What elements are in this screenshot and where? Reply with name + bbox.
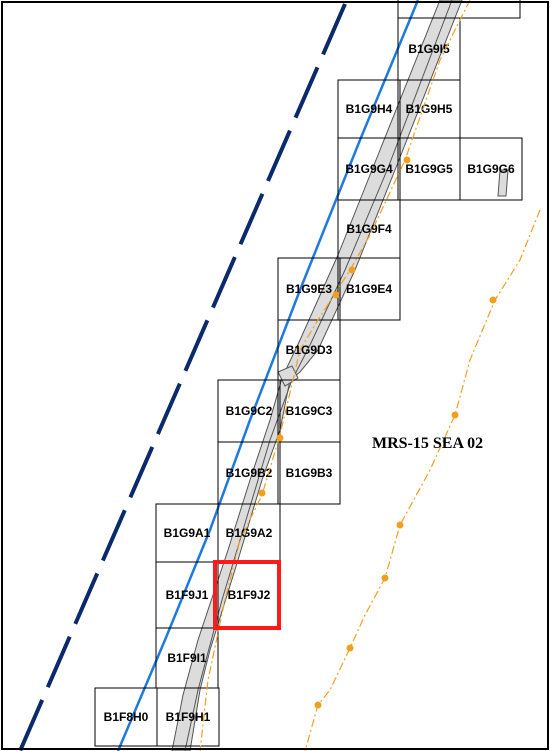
track-point-marker [489,296,497,304]
track-point-marker [314,701,322,709]
grid-cell-label: B1G9A2 [226,526,273,540]
track-point-marker [332,291,340,299]
grid-cell-label: B1G9G5 [405,162,453,176]
grid-cell-box [277,441,341,505]
grid-cell-b1f8h0[interactable]: B1F8H0 [94,687,158,747]
track-point-marker [451,411,459,419]
grid-cell-b1g9b3[interactable]: B1G9B3 [277,441,341,505]
island-shape-2 [497,169,509,197]
grid-cell-box [156,687,220,747]
track-line-1 [199,0,471,751]
river-band-inner [184,0,453,751]
grid-cell-label: B1G9F4 [346,222,392,236]
area-label: MRS-15 SEA 02 [372,435,483,452]
grid-cell-label: B1F9J2 [228,588,271,602]
shoreline-line [116,0,420,751]
grid-cells: B1G9I5 B1G9H4 B1G9H5 B1G9G4 B1G9G5 B1G9G6 B1G9… [94,0,523,747]
grid-cell-label: B1G9B2 [226,466,273,480]
grid-cell-label: B1G9G6 [467,162,515,176]
track-point-marker [403,156,411,164]
grid-cell-label: B1F9H1 [166,710,211,724]
grid-cell-b1f9h1[interactable]: B1F9H1 [156,687,220,747]
grid-cell-box [337,257,401,321]
grid-cell-label: B1G9H4 [346,102,393,116]
track-point-marker [346,644,354,652]
grid-cell-label: B1G9C3 [286,404,333,418]
grid-cell-label: B1F9I1 [167,651,207,665]
track-point-marker [276,434,284,442]
track-point-marker [396,521,404,529]
grid-cell-label: B1G9G4 [345,162,393,176]
grid-cell-label: B1G9A1 [164,526,211,540]
grid-cell-box [459,137,523,201]
grid-cell-label: B1F8H0 [104,710,149,724]
grid-cell-label: B1G9B3 [286,466,333,480]
highlighted-cell-frame [213,560,281,630]
track-point-marker [258,489,266,497]
grid-cell-label: B1G9D3 [286,343,333,357]
track-points [258,156,497,709]
grid-cell-label: B1G9C2 [226,404,273,418]
river-band [171,0,509,751]
track-point-marker [381,574,389,582]
track-point-marker [348,266,356,274]
grid-cell-b1g9g5[interactable]: B1G9G5 [397,137,461,201]
grid-cell-label: B1G9E3 [286,282,332,296]
grid-cell-label: B1G9E4 [346,282,392,296]
grid-cell-label: B1G9I5 [408,42,450,56]
grid-cell-b1g9a1[interactable]: B1G9A1 [155,503,219,563]
grid-cell-b1g9e4[interactable]: B1G9E4 [337,257,401,321]
grid-cell-label: B1G9H5 [406,102,453,116]
grid-cell-b1g9g6[interactable]: B1G9G6 [459,137,523,201]
grid-cell-label: B1F9J1 [166,588,209,602]
